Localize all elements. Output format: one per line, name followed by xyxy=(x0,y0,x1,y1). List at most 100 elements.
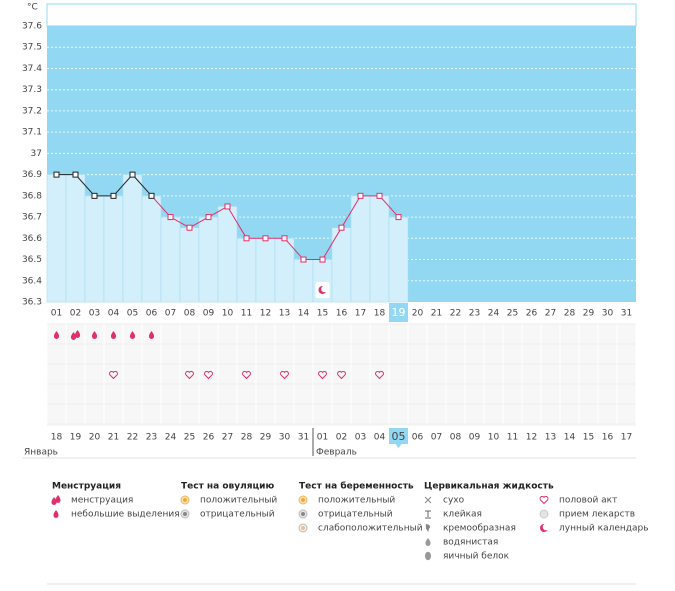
temperature-bar xyxy=(293,259,314,303)
date-label: 04 xyxy=(374,433,386,443)
temperature-point xyxy=(281,235,288,242)
x-tick-label: 21 xyxy=(431,309,442,319)
temperature-point xyxy=(72,171,79,178)
date-label: 11 xyxy=(507,433,518,443)
intercourse-icon xyxy=(337,370,346,380)
legend-label: небольшие выделения xyxy=(71,510,180,520)
legend-label: лунный календарь xyxy=(559,524,649,534)
x-tick-label: 27 xyxy=(545,309,556,319)
date-label: 13 xyxy=(545,433,556,443)
menstruation-icon xyxy=(53,331,60,339)
legend-icon xyxy=(425,538,431,546)
x-tick-label: 20 xyxy=(412,309,424,319)
date-label: 14 xyxy=(564,433,576,443)
date-label: 08 xyxy=(450,433,462,443)
legend-icon xyxy=(542,523,550,531)
current-date xyxy=(389,428,408,444)
date-label: 02 xyxy=(336,433,347,443)
date-label: 26 xyxy=(203,433,215,443)
current-day xyxy=(389,303,408,322)
temperature-point xyxy=(148,192,155,199)
legend-label: положительный xyxy=(318,496,395,506)
x-tick-label: 10 xyxy=(222,309,234,319)
date-label: 10 xyxy=(488,433,500,443)
date-label: 19 xyxy=(70,433,82,443)
y-tick-label: 37.1 xyxy=(22,128,42,138)
legend-label: водянистая xyxy=(443,538,498,548)
legend-icon xyxy=(51,497,57,505)
legend-title: Менструация xyxy=(52,482,121,492)
temperature-bar xyxy=(350,195,371,303)
moon-icon xyxy=(321,285,328,293)
temperature-line xyxy=(379,195,399,218)
y-tick-label: 36.4 xyxy=(22,276,42,286)
temperature-point xyxy=(129,171,136,178)
temperature-point xyxy=(262,235,269,242)
intercourse-icon xyxy=(204,370,213,380)
temperature-line xyxy=(322,227,342,260)
temperature-bar xyxy=(103,195,124,303)
temperature-point xyxy=(357,192,364,199)
x-tick-label: 25 xyxy=(507,309,518,319)
y-tick-label: 36.7 xyxy=(22,213,42,223)
date-label: 18 xyxy=(51,433,63,443)
temperature-line xyxy=(151,195,171,218)
legend-icon xyxy=(539,509,549,519)
x-tick-label: 11 xyxy=(241,309,252,319)
date-label: 30 xyxy=(279,433,291,443)
legend-title: Цервикальная жидкость xyxy=(424,482,554,492)
legend-label: отрицательный xyxy=(318,510,393,520)
legend-label: прием лекарств xyxy=(559,510,635,520)
y-axis-label: °C xyxy=(27,3,38,13)
legend-icon xyxy=(539,495,549,505)
legend-icon xyxy=(53,510,59,518)
temperature-point xyxy=(376,192,383,199)
month-label: Февраль xyxy=(316,448,357,458)
x-tick-label: 24 xyxy=(488,309,500,319)
temperature-line xyxy=(341,195,361,228)
temperature-bar xyxy=(388,216,409,303)
y-tick-label: 36.3 xyxy=(22,298,42,308)
x-tick-label: 15 xyxy=(317,309,328,319)
legend-label: слабоположительный xyxy=(318,524,423,534)
temperature-line xyxy=(189,216,209,229)
y-tick-label: 36.9 xyxy=(22,170,42,180)
temperature-point xyxy=(243,235,250,242)
x-tick-label: 09 xyxy=(203,309,215,319)
temperature-bar xyxy=(65,174,86,303)
x-tick-label: 18 xyxy=(374,309,386,319)
date-label: 12 xyxy=(526,433,537,443)
date-label: 16 xyxy=(602,433,614,443)
temperature-point xyxy=(186,224,193,231)
plot-top xyxy=(46,3,637,27)
temperature-bar xyxy=(217,206,238,303)
legend-label: кремообразная xyxy=(443,524,516,534)
x-tick-label: 31 xyxy=(621,309,632,319)
temperature-line xyxy=(75,174,95,197)
legend-icon xyxy=(55,495,61,503)
y-tick-label: 36.8 xyxy=(22,191,42,201)
legend-icon xyxy=(301,498,305,502)
x-tick-label: 28 xyxy=(564,309,576,319)
date-label: 01 xyxy=(317,433,328,443)
rows-bg xyxy=(47,324,636,426)
x-tick-label: 29 xyxy=(583,309,595,319)
legend-label: сухо xyxy=(443,496,465,506)
temperature-line xyxy=(170,216,190,229)
x-tick-label: 14 xyxy=(298,309,310,319)
x-tick-label: 12 xyxy=(260,309,271,319)
x-tick-label: 16 xyxy=(336,309,348,319)
date-label: 27 xyxy=(222,433,233,443)
legend-title: Тест на беременность xyxy=(299,481,414,492)
date-label: 21 xyxy=(108,433,119,443)
x-tick-label: 04 xyxy=(108,309,120,319)
temperature-bar xyxy=(236,238,257,303)
intercourse-icon xyxy=(185,370,194,380)
date-label: 29 xyxy=(260,433,272,443)
temperature-point xyxy=(319,256,326,263)
intercourse-icon xyxy=(280,370,289,380)
legend-label: яичный белок xyxy=(443,552,510,562)
temperature-point xyxy=(395,214,402,221)
y-tick-label: 37.5 xyxy=(22,43,42,53)
date-label: 05 xyxy=(392,430,406,443)
